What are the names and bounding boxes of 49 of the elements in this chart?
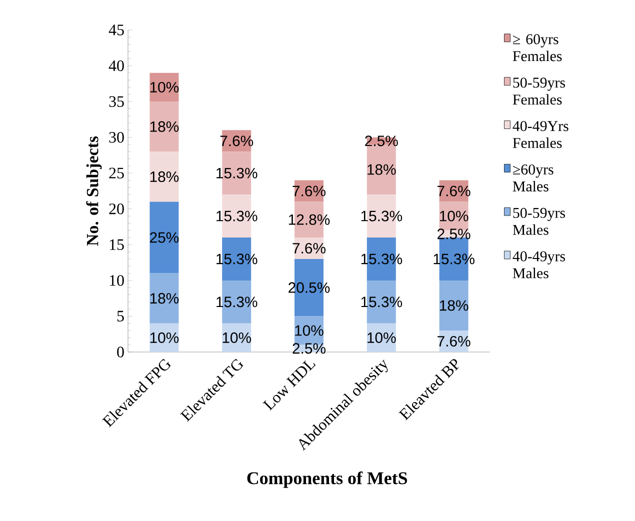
bar (150, 102, 179, 152)
annotation: 18% (150, 121, 179, 132)
y-tick-label: 5 (117, 310, 124, 322)
bar (150, 152, 179, 202)
y-axis-title: No. of Subjects (86, 136, 102, 246)
annotation: 15.3% (361, 210, 402, 222)
annotation: 10% (222, 332, 252, 343)
annotation: 2.5% (365, 136, 398, 146)
annotation: 15.3% (216, 210, 258, 222)
y-tick-label: 0 (117, 346, 124, 358)
legend-label: 40-49Yrs Females (512, 121, 568, 148)
y-tick-label: 10 (110, 275, 124, 286)
annotation: 18% (150, 293, 179, 304)
annotation: 18% (150, 171, 179, 182)
bar (150, 202, 179, 274)
annotation: 25% (150, 232, 179, 243)
annotation: 7.6% (292, 186, 326, 196)
annotation: 2.5% (438, 228, 470, 240)
annotation: 10% (440, 210, 468, 222)
legend-label: ≥60yrs Males (512, 164, 554, 192)
legend-label: ≥ 60yrs Females (512, 34, 562, 62)
annotation: 12.8% (288, 214, 330, 225)
legend-label: 50-59yrs Males (512, 208, 565, 235)
bar (150, 273, 179, 324)
x-axis-title: Components of MetS (247, 471, 408, 488)
y-tick-label: 20 (109, 204, 124, 214)
annotation: 2.5% (292, 343, 326, 354)
annotation: 10% (150, 332, 179, 343)
annotation: 7.6% (438, 336, 470, 347)
y-tick-label: 35 (109, 96, 124, 107)
annotation: 10% (150, 82, 179, 93)
annotation: 7.6% (438, 186, 470, 196)
annotation: 15.3% (216, 168, 258, 178)
annotation: 7.6% (292, 242, 326, 254)
y-tick-label: 30 (109, 132, 124, 143)
annotation: 18% (368, 164, 396, 175)
y-tick-label: 45 (108, 24, 124, 36)
annotation: 7.6% (220, 136, 254, 146)
legend-label: 40-49yrs Males (512, 251, 565, 278)
y-tick-label: 40 (108, 60, 124, 72)
bar (439, 280, 468, 331)
annotation: 10% (295, 325, 324, 336)
annotation: 15.3% (216, 296, 258, 308)
y-tick-label: 15 (110, 239, 124, 250)
annotation: 15.3% (361, 296, 402, 308)
y-tick-label: 25 (109, 168, 124, 178)
annotation: 18% (440, 300, 468, 311)
annotation: 10% (368, 332, 396, 343)
legend-label: 50-59yrs Females (512, 78, 565, 105)
